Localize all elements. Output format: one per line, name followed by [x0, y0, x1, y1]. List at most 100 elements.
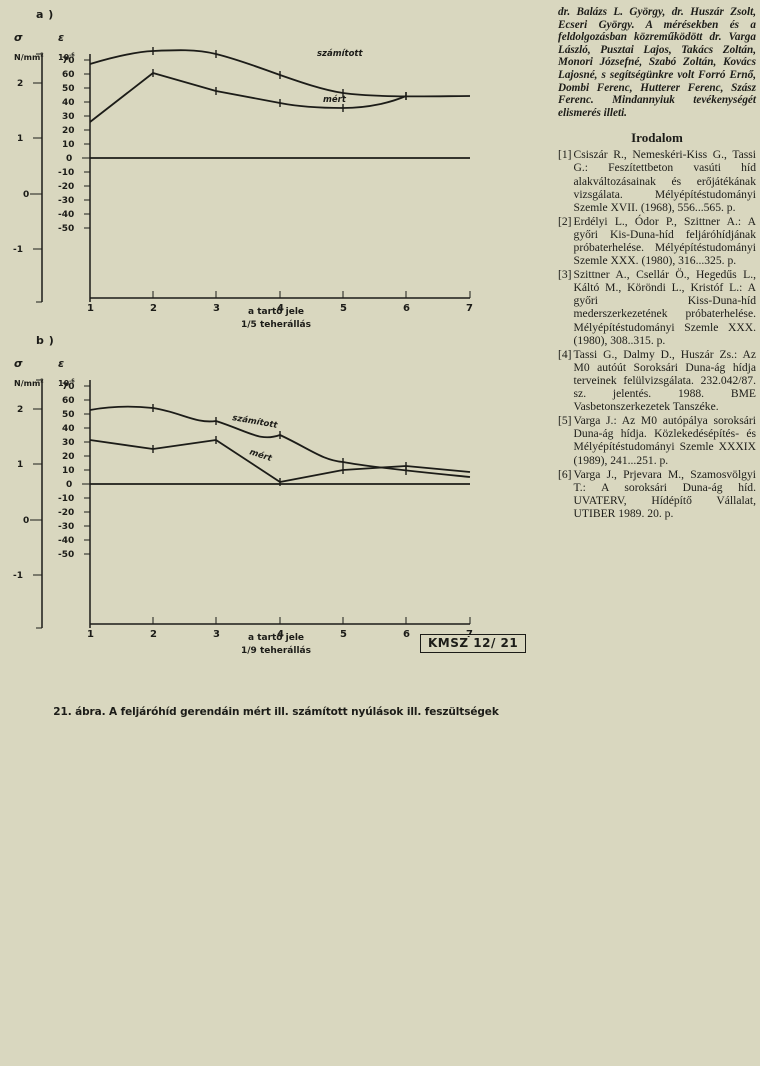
- reference-item: [1] Csiszár R., Nemeskéri-Kiss G., Tassi…: [558, 148, 756, 213]
- chart-panel-a: a ) σ N/mm2 ε 10-6: [0, 2, 552, 330]
- reference-number: [2]: [558, 214, 572, 228]
- eps-tick-b-20: 20: [62, 452, 75, 462]
- epsilon-axis-a: 70 60 50 40 30 20 10 0 -10 -20 -30 -40 -…: [58, 54, 91, 302]
- eps-tick-a-m40: -40: [58, 210, 74, 220]
- x-tick-a-2: 2: [150, 303, 157, 314]
- plot-svg-a: 2 1 0 -1: [13, 47, 473, 314]
- eps-tick-b-50: 50: [62, 410, 75, 420]
- x-tick-b-4: 4: [277, 629, 284, 640]
- eps-tick-b-0: 0: [66, 480, 72, 490]
- eps-tick-a-0: 0: [66, 154, 72, 164]
- x-tick-b-5: 5: [340, 629, 347, 640]
- eps-tick-a-40: 40: [62, 98, 75, 108]
- eps-tick-b-m10: -10: [58, 494, 74, 504]
- sigma-axis-a: 2 1 0 -1: [13, 53, 43, 303]
- sigma-symbol-a: σ: [14, 31, 23, 44]
- eps-tick-a-30: 30: [62, 112, 75, 122]
- x-tick-a-3: 3: [213, 303, 220, 314]
- references-heading: Irodalom: [631, 130, 683, 146]
- reference-number: [6]: [558, 467, 572, 481]
- figure-column: a ) σ N/mm2 ε 10-6: [0, 2, 552, 718]
- x-tick-a-1: 1: [87, 303, 94, 314]
- sigma-tick-a-1: 1: [17, 134, 23, 144]
- eps-tick-a-m10: -10: [58, 168, 74, 178]
- sigma-axis-b: 2 1 0 -1: [13, 379, 43, 629]
- plot-area-b: 2 1 0 -1: [0, 332, 552, 652]
- x-tick-b-1: 1: [87, 629, 94, 640]
- series-label-b-mert: mért: [248, 446, 274, 464]
- eps-tick-a-m20: -20: [58, 182, 74, 192]
- sigma-symbol-b: σ: [14, 357, 23, 370]
- reference-item: [2] Erdélyi L., Ódor P., Szittner A.: A …: [558, 215, 756, 267]
- eps-tick-b-m20: -20: [58, 508, 74, 518]
- series-a-mert-markers: [152, 69, 407, 112]
- plot-area-a: 2 1 0 -1: [0, 2, 552, 322]
- reference-text: Varga J., Prjevara M., Szamosvölgyi T.: …: [573, 467, 756, 520]
- x-caption-b: a tartó jele 1/9 teherállás: [0, 632, 552, 658]
- drawing-number-stamp: KMSZ 12/ 21: [420, 634, 527, 653]
- eps-tick-b-60: 60: [62, 396, 75, 406]
- eps-tick-b-10: 10: [62, 466, 75, 476]
- reference-item: [5] Varga J.: Az M0 autópálya soroksári …: [558, 414, 756, 466]
- series-a-szamitott: [89, 49, 471, 98]
- eps-tick-b-m30: -30: [58, 522, 74, 532]
- reference-text: Tassi G., Dalmy D., Huszár Zs.: Az M0 au…: [573, 347, 756, 414]
- sigma-tick-b-0: 0: [23, 516, 29, 526]
- x-tick-a-4: 4: [277, 303, 284, 314]
- eps-tick-a-m50: -50: [58, 224, 74, 234]
- figure-caption: 21. ábra. A feljáróhíd gerendáin mért il…: [53, 706, 499, 718]
- x-tick-a-6: 6: [403, 303, 410, 314]
- panel-letter-b: b ): [36, 334, 55, 347]
- reference-number: [1]: [558, 148, 572, 162]
- eps-tick-a-60: 60: [62, 70, 75, 80]
- sigma-tick-a-2: 2: [17, 79, 23, 89]
- sigma-tick-b-1: 1: [17, 460, 23, 470]
- eps-tick-b-70: 70: [62, 382, 75, 392]
- series-b-mert-markers: [152, 436, 407, 486]
- series-b-mert: [89, 439, 471, 483]
- x-caption-b-line1: a tartó jele: [247, 633, 305, 643]
- reference-number: [5]: [558, 414, 572, 428]
- eps-tick-a-70: 70: [62, 56, 75, 66]
- reference-item: [6] Varga J., Prjevara M., Szamosvölgyi …: [558, 468, 756, 520]
- eps-tick-a-50: 50: [62, 84, 75, 94]
- sigma-tick-b-2: 2: [17, 405, 23, 415]
- epsilon-unit-a: 10-6: [58, 52, 75, 62]
- eps-tick-a-m30: -30: [58, 196, 74, 206]
- x-tick-b-3: 3: [213, 629, 220, 640]
- eps-tick-b-m50: -50: [58, 550, 74, 560]
- x-tick-b-2: 2: [150, 629, 157, 640]
- series-label-a-szamitott: számított: [317, 49, 363, 59]
- eps-tick-b-40: 40: [62, 424, 75, 434]
- series-a-mert: [89, 72, 407, 123]
- reference-text: Szittner A., Csellár Ö., Hegedűs L., Kál…: [573, 268, 756, 347]
- reference-number: [3]: [558, 268, 572, 282]
- reference-item: [4] Tassi G., Dalmy D., Huszár Zs.: Az M…: [558, 348, 756, 413]
- x-caption-a-line2: 1/5 teherállás: [241, 320, 311, 330]
- epsilon-unit-b: 10-6: [58, 378, 75, 388]
- reference-text: Csiszár R., Nemeskéri-Kiss G., Tassi G.:…: [573, 148, 756, 214]
- x-caption-b-line2: 1/9 teherállás: [241, 646, 311, 656]
- reference-text: Erdélyi L., Ódor P., Szittner A.: A győr…: [573, 214, 756, 268]
- panel-letter-a: a ): [36, 8, 54, 21]
- text-column: dr. Balázs L. György, dr. Huszár Zsolt, …: [558, 6, 756, 521]
- reference-item: [3] Szittner A., Csellár Ö., Hegedűs L.,…: [558, 268, 756, 347]
- chart-panel-b: b ) σ N/mm2 ε 10-6: [0, 332, 552, 656]
- epsilon-axis-unit-b: ε 10-6: [58, 352, 75, 390]
- acknowledgement-paragraph: dr. Balázs L. György, dr. Huszár Zsolt, …: [558, 6, 756, 119]
- series-a-szamitott-markers: [152, 47, 407, 100]
- eps-tick-b-30: 30: [62, 438, 75, 448]
- epsilon-axis-b: 70 60 50 40 30 20 10 0 -10 -20 -30 -40 -…: [58, 380, 91, 628]
- series-b-szamitott-markers: [152, 404, 407, 475]
- x-caption-a-line1: a tartó jele: [247, 307, 305, 317]
- plot-svg-b: 2 1 0 -1: [13, 379, 473, 640]
- sigma-tick-a-0: 0: [23, 190, 29, 200]
- eps-tick-b-m40: -40: [58, 536, 74, 546]
- x-caption-a: a tartó jele 1/5 teherállás: [0, 306, 552, 332]
- series-label-a-mert: mért: [323, 94, 347, 105]
- x-tick-a-5: 5: [340, 303, 347, 314]
- sigma-tick-b-m1: -1: [13, 571, 23, 581]
- sigma-tick-a-m1: -1: [13, 245, 23, 255]
- reference-number: [4]: [558, 347, 572, 361]
